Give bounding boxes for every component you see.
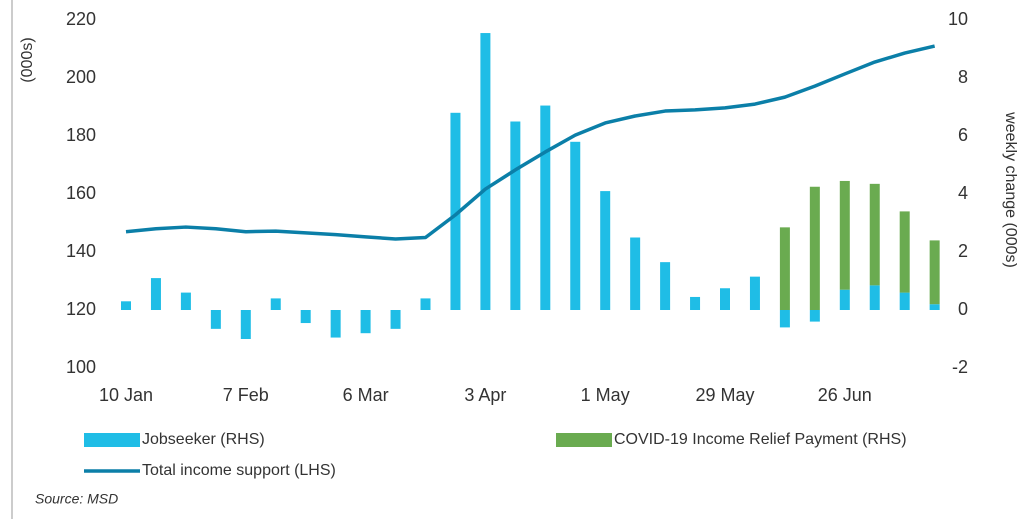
x-tick-label: 26 Jun (818, 385, 872, 405)
x-tick-label: 10 Jan (99, 385, 153, 405)
x-tick-label: 29 May (695, 385, 754, 405)
bar (210, 310, 221, 329)
bar (929, 304, 940, 310)
bar (869, 183, 880, 286)
y-tick-label: 160 (66, 183, 96, 203)
bar (180, 292, 191, 310)
y2-tick-label: 6 (958, 125, 968, 145)
bar (779, 227, 790, 310)
legend-label: Total income support (LHS) (142, 462, 336, 479)
legend-label: Jobseeker (RHS) (142, 431, 265, 448)
y2-tick-label: 10 (948, 9, 968, 29)
source: Source: MSD (35, 491, 118, 507)
y2-axis-label: weekly change (000s) (1002, 111, 1017, 268)
bar (360, 310, 371, 334)
bar (809, 186, 820, 310)
bar (121, 301, 131, 310)
y2-tick-label: 4 (958, 183, 968, 203)
y2-tick-label: 8 (958, 67, 968, 87)
y-axis-label: (000s) (19, 37, 36, 82)
bar (390, 310, 401, 329)
x-tick-label: 1 May (581, 385, 630, 405)
y-tick-label: 120 (66, 299, 96, 319)
legend-swatch (556, 433, 612, 447)
bar (240, 310, 251, 339)
bar (450, 112, 461, 310)
bar (270, 298, 281, 310)
bar (570, 141, 581, 310)
bar (300, 310, 311, 324)
legend-swatch (84, 433, 140, 447)
bar (630, 237, 641, 310)
y-tick-label: 100 (66, 357, 96, 377)
bar (600, 191, 611, 310)
bar (690, 296, 701, 310)
x-tick-label: 3 Apr (464, 385, 506, 405)
y2-tick-label: -2 (952, 357, 968, 377)
bar (899, 292, 910, 310)
x-tick-label: 6 Mar (343, 385, 389, 405)
bar (779, 310, 790, 328)
bar (839, 180, 850, 290)
line (125, 44, 936, 241)
bar (420, 298, 431, 310)
bar (720, 288, 730, 310)
y2-tick-label: 2 (958, 241, 968, 261)
y-tick-label: 180 (66, 125, 96, 145)
bar (480, 33, 491, 311)
x-tick-label: 7 Feb (223, 385, 269, 405)
bar (150, 278, 161, 310)
bar (929, 240, 940, 305)
legend-label: COVID-19 Income Relief Payment (RHS) (614, 431, 907, 448)
bar (330, 310, 341, 338)
bar (510, 121, 521, 310)
y-tick-label: 140 (66, 241, 96, 261)
bar (869, 285, 880, 310)
bar (749, 276, 760, 310)
bar (899, 211, 910, 293)
y-tick-label: 200 (66, 67, 96, 87)
bar (839, 289, 850, 310)
bar (809, 310, 820, 322)
y2-tick-label: 0 (958, 299, 968, 319)
bar (660, 262, 671, 310)
y-tick-label: 220 (66, 9, 96, 29)
bar (540, 105, 551, 310)
